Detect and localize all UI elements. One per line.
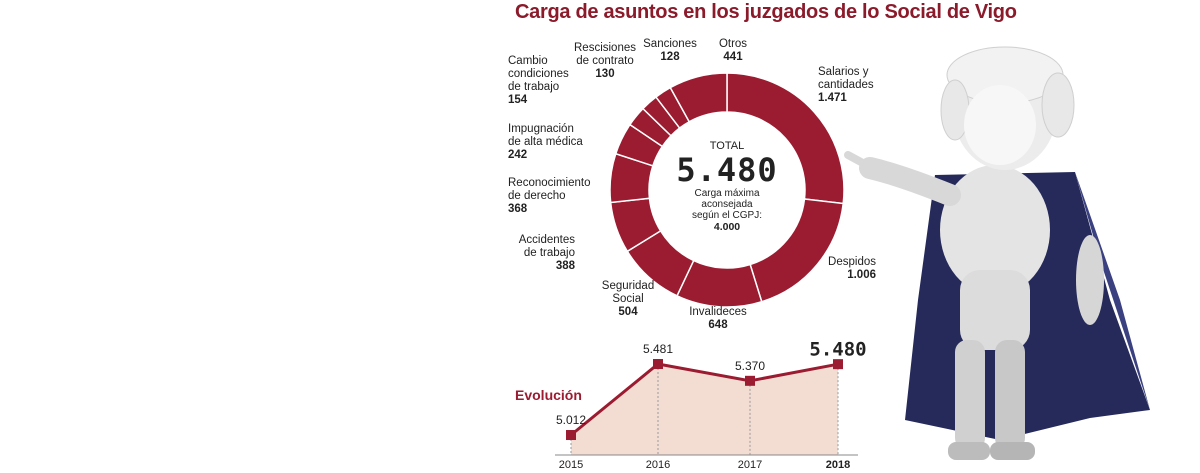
marker	[653, 359, 663, 370]
line	[570, 362, 839, 437]
marker	[833, 359, 843, 370]
judge-figure	[844, 46, 1150, 460]
slice-label: Seguridad Social 504	[568, 280, 688, 319]
value-label: 1.471	[818, 92, 847, 104]
chart-title: Carga de asuntos en los juzgados de lo S…	[515, 1, 1017, 23]
value-label: 5.480	[809, 339, 866, 361]
value-label: 154	[508, 94, 528, 106]
category-label: Otros	[718, 38, 748, 50]
slice-label: Impugnación de alta médica 242	[508, 123, 583, 162]
donut-center: TOTAL 5.480 Carga máxima aconsejada segú…	[667, 140, 787, 233]
marker	[745, 375, 755, 386]
value-label: 128	[660, 51, 680, 63]
x-tick-label: 2018	[826, 459, 850, 471]
slice-label: Cambio condiciones de trabajo 154	[508, 55, 569, 107]
x-tick-label: 2016	[646, 459, 670, 471]
value-label: 130	[595, 68, 615, 80]
x-tick-label: 2017	[738, 459, 762, 471]
category-label: Seguridad Social	[601, 280, 655, 305]
category-label: Sanciones	[643, 38, 697, 50]
category-label: Accidentes de trabajo	[518, 234, 575, 259]
donut-slice	[669, 72, 728, 123]
note: Carga máxima aconsejada según el CGPJ:	[691, 188, 763, 221]
value-label: 441	[723, 51, 743, 63]
value-label: 5.481	[643, 342, 673, 356]
slice-label: Sanciones 128	[610, 38, 730, 64]
subchart-title: Evolución	[515, 387, 582, 403]
slice-label: Invalideces 648	[658, 306, 778, 332]
value-label: 1.006	[847, 269, 876, 281]
value-label: 648	[708, 319, 728, 331]
category-label: Impugnación de alta médica	[508, 123, 583, 148]
note-value: 4.000	[713, 221, 741, 233]
value-label: 388	[555, 260, 575, 272]
value-label: 368	[508, 203, 528, 215]
category-label: Cambio condiciones de trabajo	[508, 55, 569, 93]
slice-label: Otros 441	[673, 38, 793, 64]
slice-label: Reconocimiento de derecho 368	[508, 177, 590, 216]
category-label: Reconocimiento de derecho	[508, 177, 591, 202]
category-label: Despidos	[828, 256, 876, 268]
category-label: Invalideces	[689, 306, 747, 318]
value-label: 5.012	[556, 413, 586, 427]
value-label: 504	[618, 306, 638, 318]
value-label: 5.370	[735, 359, 765, 373]
slice-label: Accidentes de trabajo 388	[519, 234, 575, 273]
slice-label: Despidos 1.006	[828, 256, 876, 282]
total-title: TOTAL	[709, 140, 745, 152]
x-tick-label: 2015	[559, 459, 583, 471]
slice-label: Salarios y cantidades 1.471	[818, 66, 874, 105]
category-label: Salarios y cantidades	[818, 66, 874, 91]
slice-label: Rescisiones de contrato 130	[545, 42, 665, 81]
value-label: 242	[508, 149, 528, 161]
total-value: 5.480	[676, 151, 778, 189]
marker	[566, 430, 576, 441]
area	[571, 364, 838, 455]
category-label: Rescisiones de contrato	[574, 42, 636, 67]
